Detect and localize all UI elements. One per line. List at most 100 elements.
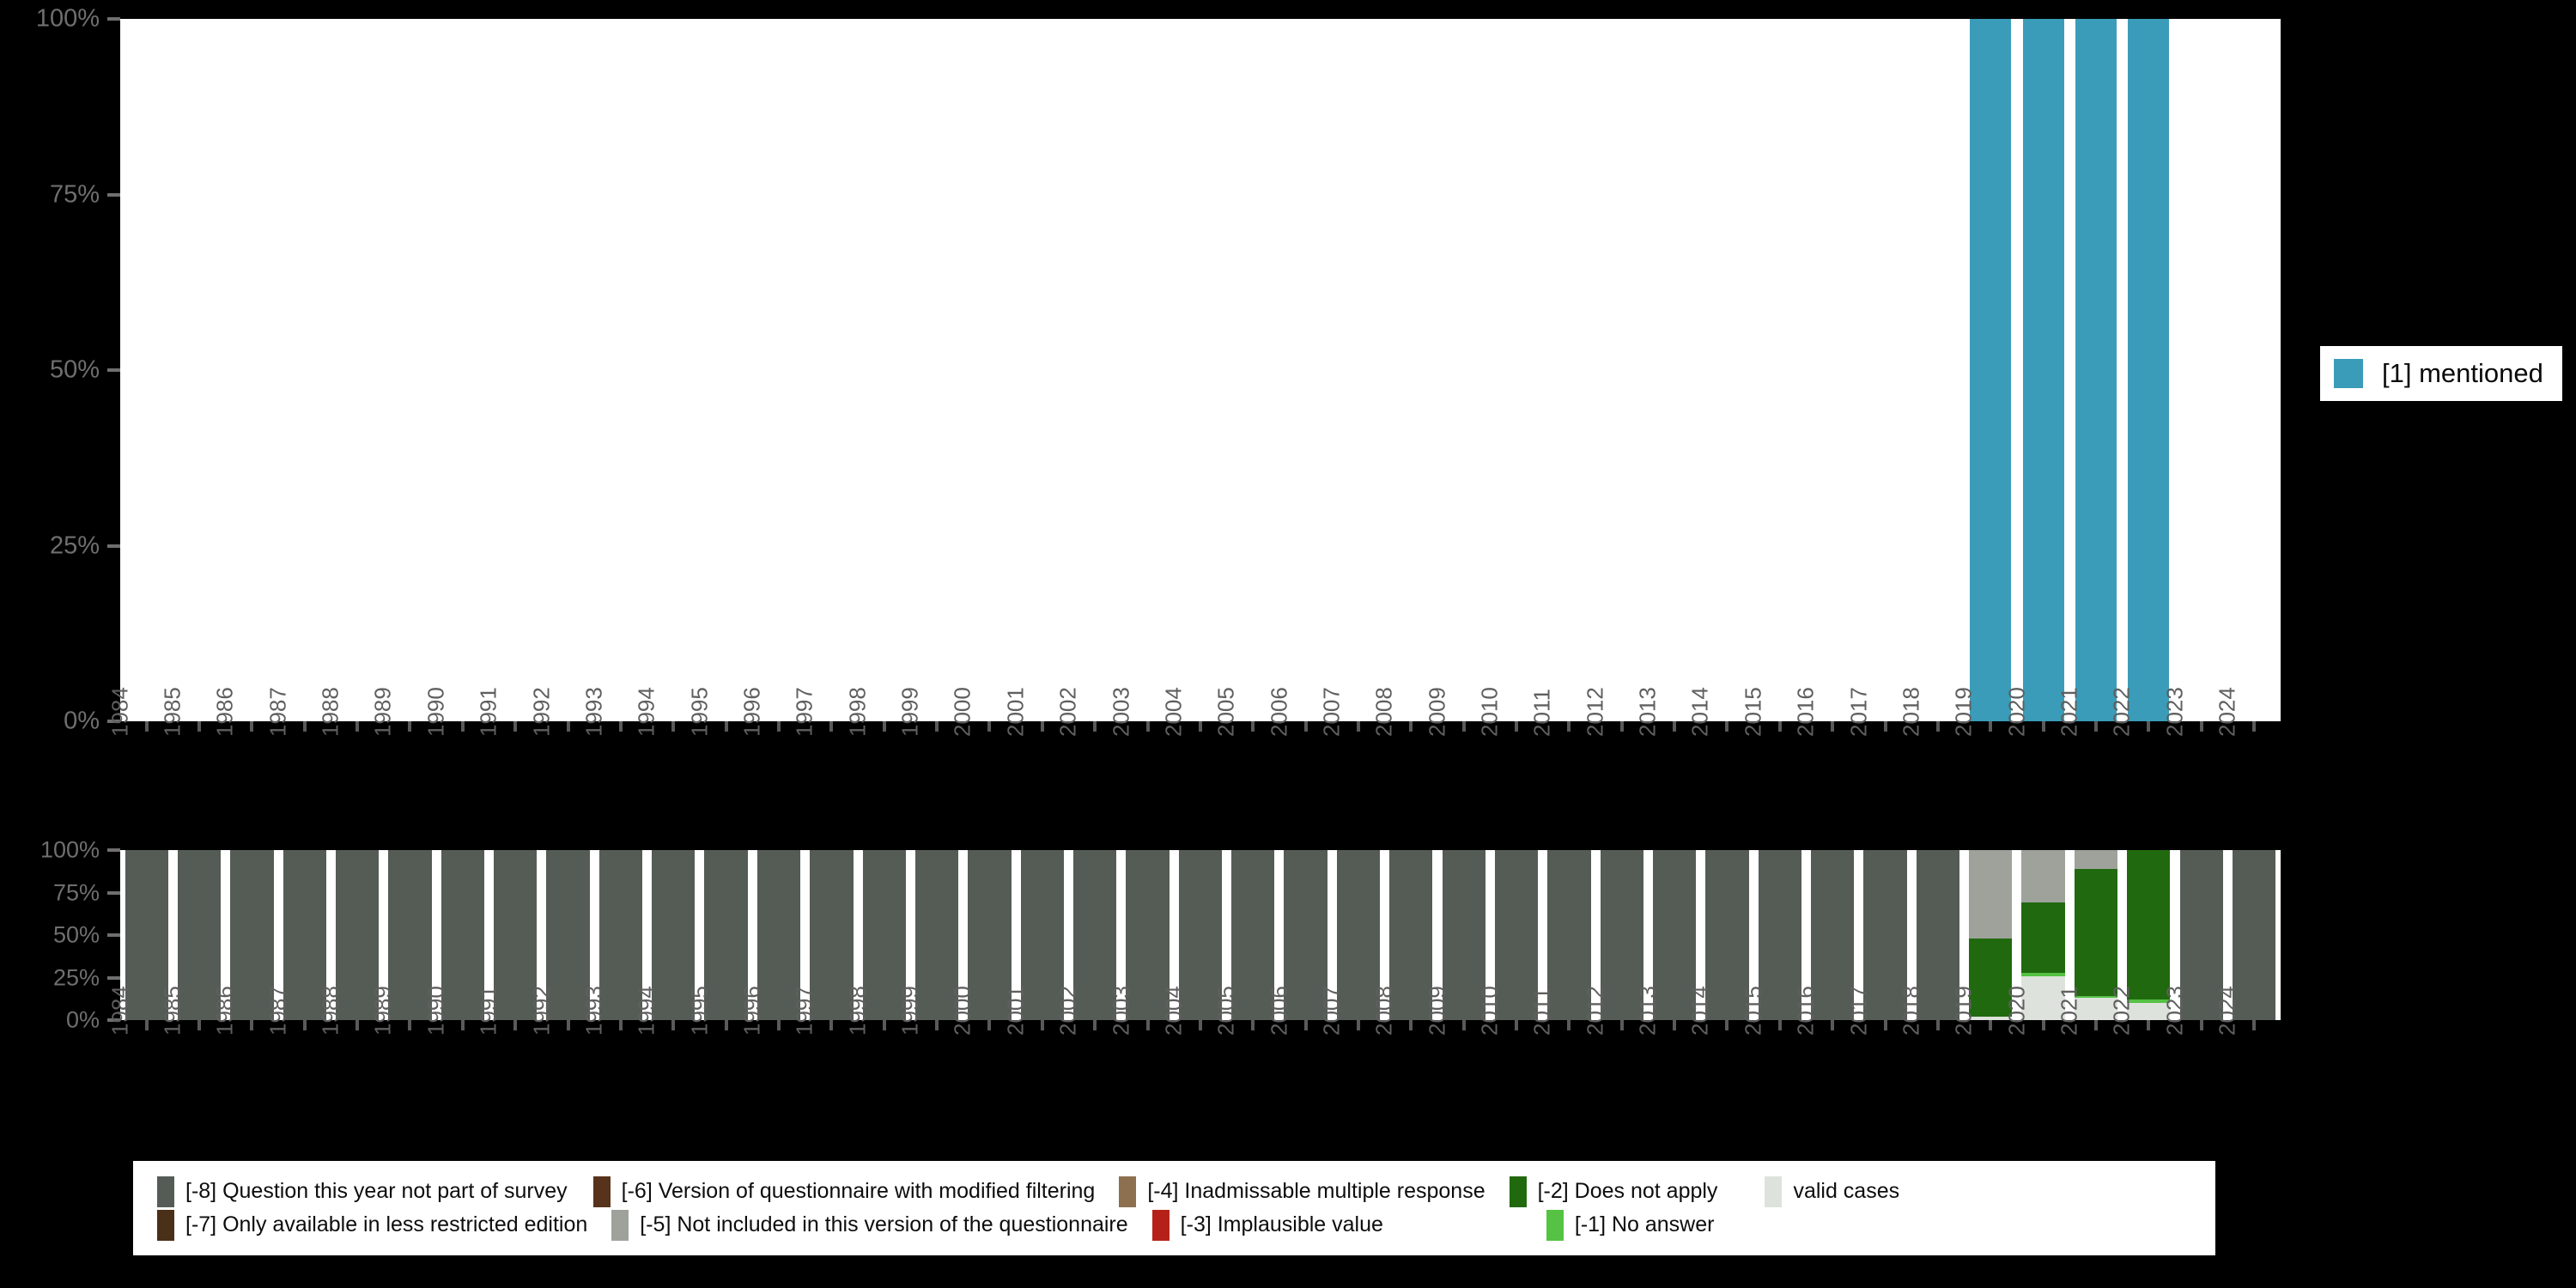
status-bar-segment[interactable] [1969,850,2013,939]
status-bar-segment[interactable] [1072,850,1117,1020]
status-bar-segment[interactable] [2074,998,2118,1020]
status-bar-segment[interactable] [968,850,1012,1020]
status-bar-segment[interactable] [1442,850,1485,1020]
main-bar-cell[interactable] [1753,19,1806,721]
main-bar-cell[interactable] [2123,19,2175,721]
status-bar-stack[interactable] [1652,850,1697,1020]
main-bar-cell[interactable] [436,19,489,721]
status-bar-stack[interactable] [440,850,484,1020]
main-bar[interactable] [2128,19,2170,721]
status-bar-cell[interactable] [700,850,752,1020]
status-bar-segment[interactable] [494,850,538,1020]
status-legend-item[interactable]: [-8] Question this year not part of surv… [157,1176,568,1207]
status-bar-stack[interactable] [598,850,643,1020]
status-bar-segment[interactable] [2127,999,2171,1004]
status-bar-segment[interactable] [1969,1017,2013,1020]
status-bar-stack[interactable] [756,850,801,1020]
status-bar-stack[interactable] [1758,850,1801,1020]
main-bar-cell[interactable] [647,19,700,721]
main-bar-cell[interactable] [963,19,1016,721]
status-bar-stack[interactable] [704,850,748,1020]
status-bar-stack[interactable] [1969,850,2013,1020]
status-bar-cell[interactable] [331,850,383,1020]
main-bar-cell[interactable] [1701,19,1753,721]
status-bar-segment[interactable] [2021,975,2065,1020]
status-bar-segment[interactable] [652,850,696,1020]
status-bar-stack[interactable] [1600,850,1643,1020]
status-bar-segment[interactable] [862,850,906,1020]
status-bar-segment[interactable] [125,850,168,1020]
status-bar-segment[interactable] [810,850,854,1020]
status-bar-segment[interactable] [2074,996,2118,999]
status-bar-cell[interactable] [120,850,173,1020]
status-bar-segment[interactable] [914,850,959,1020]
status-bar-segment[interactable] [283,850,326,1020]
main-bar[interactable] [2075,19,2117,721]
main-bar-cell[interactable] [910,19,963,721]
status-bar-cell[interactable] [1701,850,1753,1020]
status-bar-stack[interactable] [2127,850,2171,1020]
main-bar-cell[interactable] [1859,19,1911,721]
status-bar-stack[interactable] [968,850,1012,1020]
status-bar-stack[interactable] [1126,850,1170,1020]
status-bar-segment[interactable] [335,850,380,1020]
status-bar-cell[interactable] [647,850,700,1020]
status-bar-cell[interactable] [542,850,594,1020]
status-bar-segment[interactable] [1652,850,1697,1020]
status-bar-stack[interactable] [335,850,380,1020]
status-bar-segment[interactable] [1705,850,1749,1020]
status-bar-stack[interactable] [1916,850,1960,1020]
main-bar-cell[interactable] [1437,19,1490,721]
status-bar-segment[interactable] [2074,850,2118,869]
status-bar-segment[interactable] [388,850,432,1020]
status-bar-segment[interactable] [1126,850,1170,1020]
main-bar-cell[interactable] [805,19,858,721]
status-bar-cell[interactable] [1227,850,1279,1020]
status-bar-stack[interactable] [125,850,168,1020]
status-bar-stack[interactable] [1442,850,1485,1020]
status-legend-item[interactable]: valid cases [1765,1176,1899,1207]
status-legend-item[interactable]: [-5] Not included in this version of the… [611,1209,1128,1241]
status-bar-stack[interactable] [230,850,274,1020]
status-bar-stack[interactable] [2021,850,2065,1020]
status-bar-cell[interactable] [963,850,1016,1020]
status-bar-segment[interactable] [1547,850,1591,1020]
status-bar-cell[interactable] [226,850,278,1020]
status-bar-stack[interactable] [1336,850,1381,1020]
status-bar-stack[interactable] [1389,850,1433,1020]
main-bar-cell[interactable] [173,19,225,721]
status-bar-segment[interactable] [1758,850,1801,1020]
status-bar-stack[interactable] [1020,850,1064,1020]
status-bar-segment[interactable] [704,850,748,1020]
status-bar-cell[interactable] [910,850,963,1020]
status-bar-cell[interactable] [278,850,331,1020]
status-bar-cell[interactable] [2227,850,2280,1020]
status-bar-segment[interactable] [2127,850,2171,1000]
main-bar-cell[interactable] [1595,19,1648,721]
main-bar-cell[interactable] [226,19,278,721]
status-bar-cell[interactable] [1807,850,1859,1020]
status-bar-stack[interactable] [1231,850,1275,1020]
status-bar-cell[interactable] [436,850,489,1020]
main-bar[interactable] [1970,19,2012,721]
status-bar-stack[interactable] [1547,850,1591,1020]
status-bar-cell[interactable] [1174,850,1226,1020]
status-bar-stack[interactable] [283,850,326,1020]
main-bar-cell[interactable] [120,19,173,721]
status-bar-cell[interactable] [173,850,225,1020]
status-bar-stack[interactable] [494,850,538,1020]
main-bar-cell[interactable] [1016,19,1068,721]
status-bar-cell[interactable] [1068,850,1121,1020]
status-bar-segment[interactable] [1863,850,1907,1020]
status-bar-stack[interactable] [388,850,432,1020]
main-bar-cell[interactable] [1174,19,1226,721]
status-legend-item[interactable]: [-3] Implausible value [1151,1209,1383,1241]
main-bar-cell[interactable] [1911,19,1964,721]
status-bar-cell[interactable] [1911,850,1964,1020]
status-bar-cell[interactable] [1016,850,1068,1020]
main-bar-cell[interactable] [1490,19,1542,721]
status-bar-cell[interactable] [1965,850,2017,1020]
status-bar-segment[interactable] [1600,850,1643,1020]
status-bar-segment[interactable] [756,850,801,1020]
status-bar-stack[interactable] [2179,850,2223,1020]
